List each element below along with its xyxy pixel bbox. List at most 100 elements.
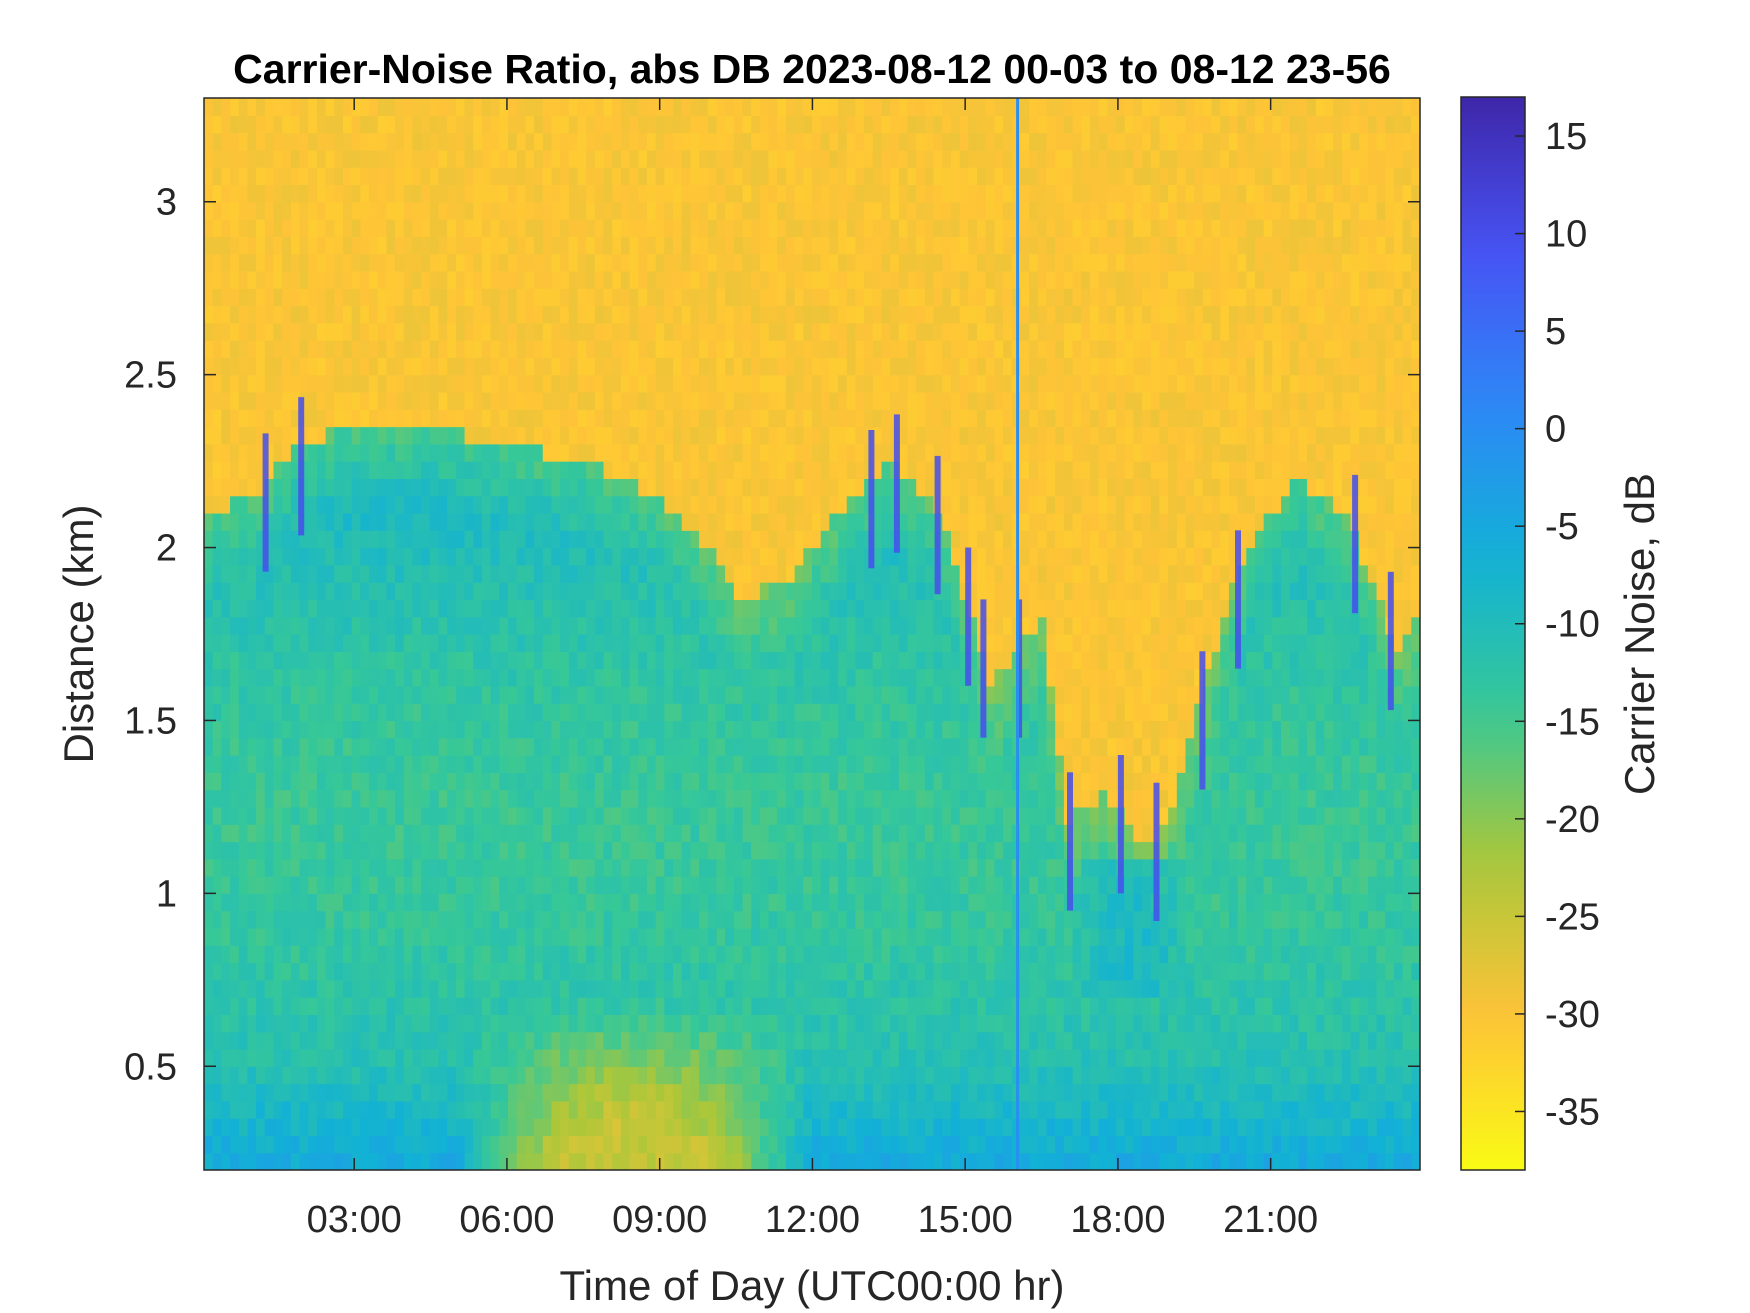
heat-cell bbox=[542, 340, 553, 358]
heat-cell bbox=[325, 98, 335, 116]
heat-cell bbox=[464, 288, 474, 307]
heat-cell bbox=[481, 1152, 492, 1170]
heat-cell bbox=[290, 720, 301, 739]
heat-cell bbox=[560, 789, 570, 808]
heat-cell bbox=[238, 910, 249, 929]
heat-cell bbox=[812, 1031, 822, 1050]
heat-cell bbox=[838, 253, 848, 272]
heat-cell bbox=[438, 236, 448, 255]
heat-cell bbox=[777, 305, 787, 324]
heat-cell bbox=[785, 443, 796, 462]
heat-cell bbox=[516, 426, 526, 445]
heat-cell bbox=[230, 1135, 240, 1154]
heat-cell bbox=[768, 582, 778, 601]
heat-cell bbox=[421, 167, 431, 186]
heat-cell bbox=[230, 495, 240, 514]
heat-cell bbox=[733, 1118, 744, 1137]
heat-cell bbox=[785, 979, 796, 998]
heat-cell bbox=[699, 789, 709, 808]
heat-cell bbox=[247, 772, 257, 791]
heat-cell bbox=[369, 270, 379, 289]
heat-cell bbox=[638, 668, 648, 687]
heat-cell bbox=[334, 270, 344, 289]
heat-cell bbox=[603, 322, 613, 341]
heat-cell bbox=[759, 115, 770, 134]
heat-cell bbox=[230, 374, 240, 393]
heat-cell bbox=[360, 945, 370, 964]
heat-cell bbox=[308, 737, 318, 756]
heat-cell bbox=[872, 634, 883, 652]
heat-cell bbox=[664, 270, 674, 289]
heat-cell bbox=[351, 357, 361, 376]
heat-cell bbox=[438, 512, 448, 531]
heat-cell bbox=[673, 910, 683, 929]
heat-cell bbox=[264, 547, 275, 566]
heat-cell bbox=[629, 945, 639, 964]
heat-cell bbox=[369, 564, 379, 583]
heat-cell bbox=[820, 962, 830, 981]
heat-cell bbox=[742, 426, 752, 445]
heat-cell bbox=[881, 685, 891, 704]
heat-cell bbox=[221, 98, 231, 116]
heat-cell bbox=[838, 1152, 848, 1170]
heat-cell bbox=[212, 357, 222, 376]
heat-cell bbox=[768, 1031, 778, 1050]
heat-cell bbox=[725, 530, 735, 549]
heat-cell bbox=[838, 461, 848, 479]
heat-cell bbox=[872, 322, 883, 341]
heat-cell bbox=[490, 426, 500, 445]
heat-cell bbox=[395, 340, 405, 358]
heat-cell bbox=[525, 426, 535, 445]
heat-cell bbox=[438, 634, 448, 652]
heat-cell bbox=[855, 997, 865, 1015]
heat-cell bbox=[525, 841, 535, 860]
heat-cell bbox=[247, 322, 257, 341]
heat-cell bbox=[586, 426, 596, 445]
heat-cell bbox=[212, 685, 222, 704]
heat-cell bbox=[577, 651, 587, 670]
heat-cell bbox=[325, 564, 335, 583]
heat-cell bbox=[499, 253, 509, 272]
heat-cell bbox=[603, 184, 613, 203]
heat-cell bbox=[812, 772, 822, 791]
heat-cell bbox=[751, 512, 761, 531]
heat-cell bbox=[221, 443, 231, 462]
heat-cell bbox=[473, 115, 483, 134]
heat-cell bbox=[230, 720, 240, 739]
heat-cell bbox=[568, 789, 579, 808]
heat-cell bbox=[785, 288, 796, 307]
heat-cell bbox=[369, 979, 379, 998]
heat-cell bbox=[759, 322, 770, 341]
heat-cell bbox=[699, 426, 709, 445]
heat-cell bbox=[342, 685, 353, 704]
heat-cell bbox=[768, 755, 778, 773]
heat-cell bbox=[707, 495, 718, 514]
heat-cell bbox=[230, 149, 240, 168]
heat-cell bbox=[360, 253, 370, 272]
heat-cell bbox=[247, 737, 257, 756]
heat-cell bbox=[395, 789, 405, 808]
heat-cell bbox=[577, 685, 587, 704]
heat-cell bbox=[577, 720, 587, 739]
heat-cell bbox=[334, 1135, 344, 1154]
heat-cell bbox=[673, 997, 683, 1015]
heat-cell bbox=[308, 1100, 318, 1119]
heat-cell bbox=[534, 564, 544, 583]
heat-cell bbox=[403, 772, 414, 791]
heat-cell bbox=[785, 910, 796, 929]
heat-cell bbox=[395, 98, 405, 116]
heat-cell bbox=[785, 1100, 796, 1119]
heat-cell bbox=[264, 841, 275, 860]
heat-cell bbox=[594, 582, 605, 601]
heat-cell bbox=[525, 755, 535, 773]
heat-cell bbox=[699, 149, 709, 168]
heat-cell bbox=[646, 149, 657, 168]
heat-cell bbox=[204, 651, 214, 670]
heat-cell bbox=[881, 858, 891, 877]
heat-cell bbox=[690, 703, 700, 722]
heat-cell bbox=[777, 858, 787, 877]
heat-cell bbox=[247, 530, 257, 549]
heat-cell bbox=[421, 858, 431, 877]
heat-cell bbox=[438, 893, 448, 912]
heat-cell bbox=[516, 720, 526, 739]
